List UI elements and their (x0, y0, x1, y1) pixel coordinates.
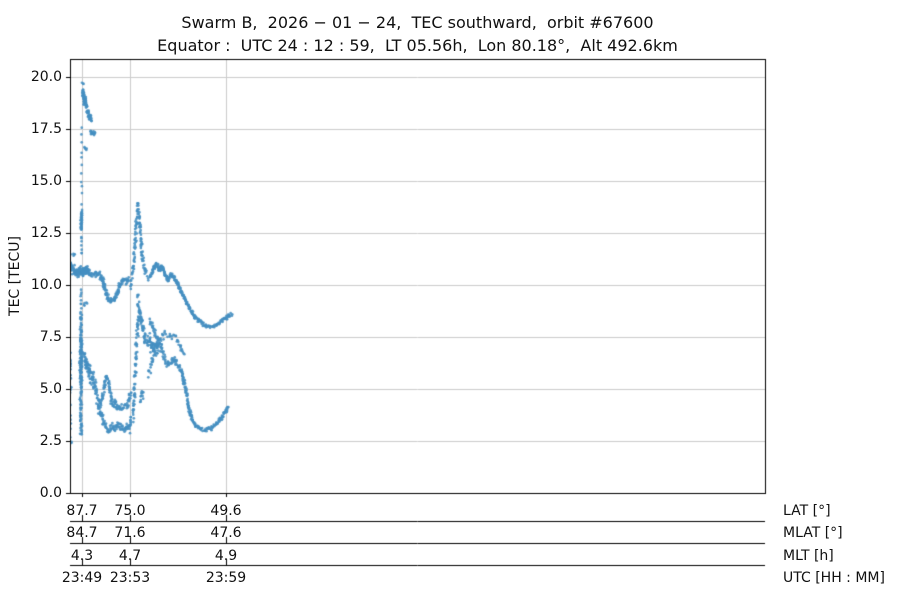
x-tick-label: 23:53 (109, 570, 151, 586)
lat-axis-label: LAT [°] (783, 503, 831, 519)
y-tick-label: 20.0 (30, 69, 62, 85)
x-tick-label: 47.6 (210, 525, 242, 541)
y-tick-label: 12.5 (30, 225, 62, 241)
utc-axis-label: UTC [HH : MM] (783, 570, 885, 586)
x-tick-label: 87.7 (66, 503, 98, 519)
x-tick-label: 4.3 (70, 548, 94, 564)
y-tick-label: 0.0 (39, 485, 62, 501)
chart-subtitle: Equator : UTC 24 : 12 : 59, LT 05.56h, L… (157, 36, 678, 55)
x-tick-label: 23:49 (61, 570, 103, 586)
x-tick-label: 49.6 (210, 503, 242, 519)
x-tick-label: 71.6 (114, 525, 146, 541)
x-tick-label: 23:59 (205, 570, 247, 586)
y-tick-label: 10.0 (30, 277, 62, 293)
chart-title: Swarm B, 2026 − 01 − 24, TEC southward, … (181, 13, 654, 32)
x-tick-label: 4.9 (214, 548, 238, 564)
x-tick-label: 75.0 (114, 503, 146, 519)
y-tick-label: 15.0 (30, 173, 62, 189)
y-tick-label: 17.5 (30, 121, 62, 137)
x-tick-label: 84.7 (66, 525, 98, 541)
x-tick-label: 4.7 (118, 548, 142, 564)
mlt-axis-label: MLT [h] (783, 548, 834, 564)
mlat-axis-label: MLAT [°] (783, 525, 843, 541)
y-tick-label: 7.5 (39, 329, 62, 345)
y-tick-label: 2.5 (39, 433, 62, 449)
y-tick-label: 5.0 (39, 381, 62, 397)
